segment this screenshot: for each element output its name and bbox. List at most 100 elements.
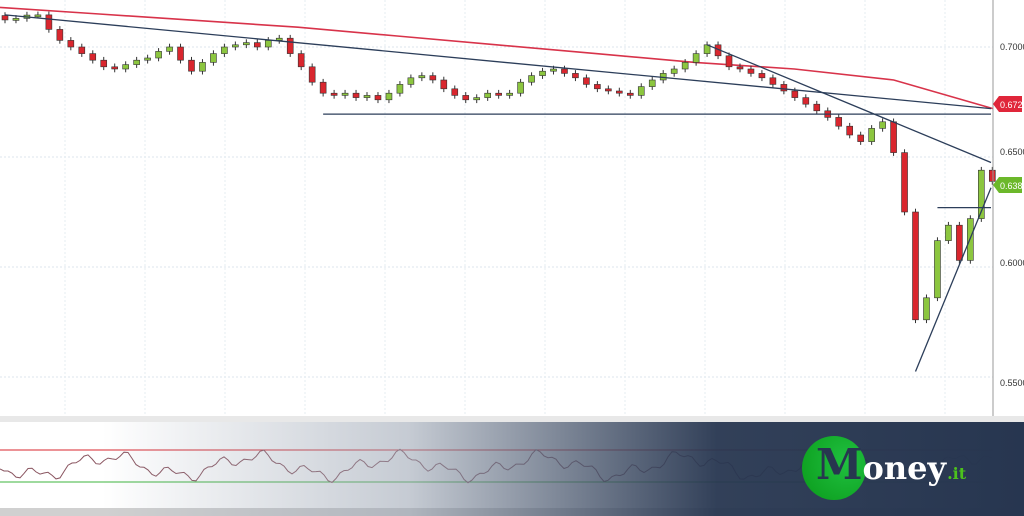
candle [374, 95, 382, 101]
candle [912, 211, 919, 321]
candle [692, 53, 700, 63]
candle [670, 68, 678, 74]
candle [407, 77, 415, 85]
candle [539, 70, 546, 76]
candle [78, 46, 86, 54]
candle [616, 90, 623, 94]
candle [506, 92, 513, 96]
candle [166, 46, 173, 52]
candle [890, 121, 897, 153]
candle [1, 15, 9, 21]
candle [396, 84, 404, 94]
candle [221, 46, 228, 54]
candle [813, 103, 821, 112]
candle [857, 134, 864, 142]
candle [780, 84, 788, 92]
candle [901, 152, 908, 213]
candle [758, 73, 766, 79]
candle [736, 66, 744, 70]
candle [264, 40, 272, 48]
candle [747, 68, 755, 74]
candle [923, 297, 930, 321]
candle [254, 42, 261, 48]
candle [934, 240, 941, 299]
candle [725, 55, 733, 68]
candle [34, 14, 42, 18]
candle [275, 37, 283, 41]
candle [572, 73, 579, 79]
candle [429, 75, 437, 81]
candle [835, 117, 843, 127]
candle [648, 79, 656, 87]
candle [945, 224, 952, 241]
candle [440, 79, 448, 90]
candle [144, 57, 151, 61]
candle [868, 128, 875, 142]
candle [681, 62, 689, 70]
candle [100, 59, 108, 68]
candle [363, 95, 371, 98]
candle [45, 14, 53, 30]
candle [385, 92, 393, 101]
candle [462, 95, 470, 101]
last-price-label: 0.6389 [993, 177, 1024, 193]
logo-circle [802, 436, 866, 500]
candle [988, 169, 996, 182]
candle [978, 169, 985, 219]
trendlines [4, 14, 992, 372]
candle [122, 64, 129, 70]
trendline [706, 44, 992, 164]
candle [155, 51, 162, 59]
candle [12, 18, 20, 21]
candle [637, 86, 645, 96]
candle [133, 59, 140, 65]
candle [232, 44, 239, 48]
candle [956, 224, 963, 261]
candle [286, 37, 294, 54]
candle [111, 66, 118, 70]
grid [0, 0, 993, 418]
trendline [914, 187, 992, 372]
candle [879, 121, 886, 129]
last-price-value: 0.6389 [1000, 181, 1024, 191]
moving-average-line [0, 6, 994, 110]
candle [528, 75, 535, 83]
logo-text: oney [862, 449, 947, 487]
candle [484, 92, 491, 98]
candle [188, 59, 195, 72]
candle [177, 46, 184, 61]
candle [199, 62, 206, 72]
candle [330, 92, 338, 96]
candles [1, 11, 996, 324]
candle [451, 88, 459, 96]
candle [308, 66, 316, 83]
candle [802, 97, 810, 105]
logo-letter: M [816, 440, 863, 489]
candle [550, 68, 557, 72]
candle [210, 53, 217, 63]
candle [583, 77, 590, 85]
candle [67, 40, 75, 48]
candle [846, 125, 853, 136]
candle [561, 68, 568, 74]
candle [297, 53, 305, 68]
candle [495, 92, 502, 96]
candle [56, 29, 64, 41]
trendline [4, 14, 992, 110]
candle [791, 90, 799, 98]
candle [517, 81, 524, 94]
candle [769, 77, 777, 85]
candle [473, 97, 481, 101]
candle [605, 88, 612, 92]
candle [341, 92, 349, 96]
candle [418, 75, 426, 79]
candle [352, 92, 360, 98]
candle [319, 81, 327, 94]
